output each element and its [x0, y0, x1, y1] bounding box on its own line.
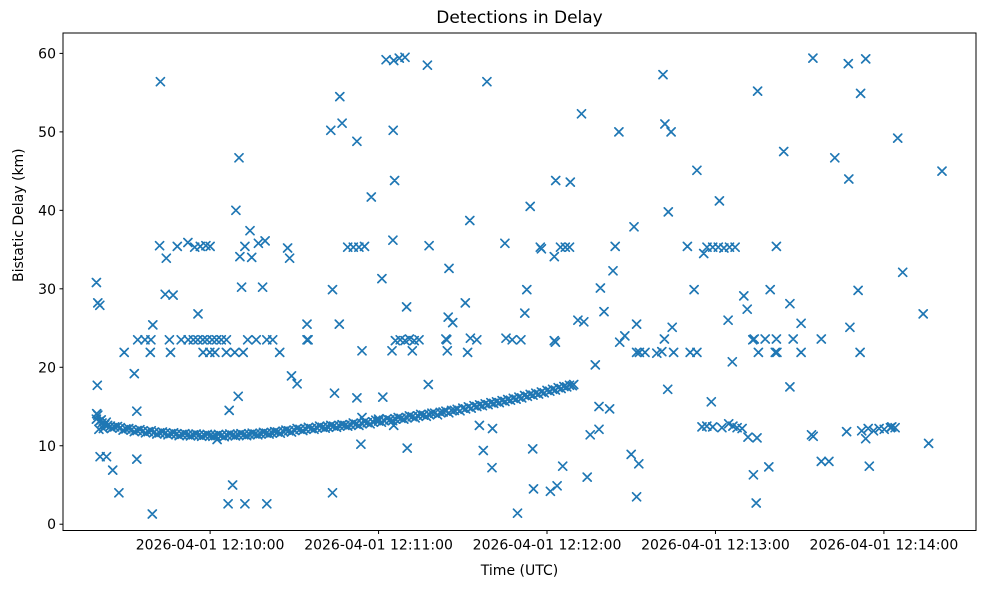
y-tick-label: 0 — [47, 517, 56, 533]
series-detections — [91, 52, 947, 519]
x-tick-label: 2026-04-01 12:14:00 — [810, 538, 959, 554]
x-tick-label: 2026-04-01 12:10:00 — [136, 538, 285, 554]
y-tick-label: 10 — [38, 439, 56, 455]
series-main-track — [91, 379, 579, 445]
chart-title: Detections in Delay — [436, 8, 603, 28]
x-axis-label: Time (UTC) — [480, 563, 559, 579]
y-tick-label: 20 — [38, 360, 56, 376]
y-tick-label: 60 — [38, 46, 56, 62]
x-tick-label: 2026-04-01 12:13:00 — [641, 538, 790, 554]
axes-frame — [62, 32, 977, 531]
x-tick-label: 2026-04-01 12:12:00 — [473, 538, 622, 554]
x-tick-label: 2026-04-01 12:11:00 — [304, 538, 453, 554]
y-tick-label: 30 — [38, 282, 56, 298]
y-tick-label: 40 — [38, 203, 56, 219]
y-tick-label: 50 — [38, 125, 56, 141]
